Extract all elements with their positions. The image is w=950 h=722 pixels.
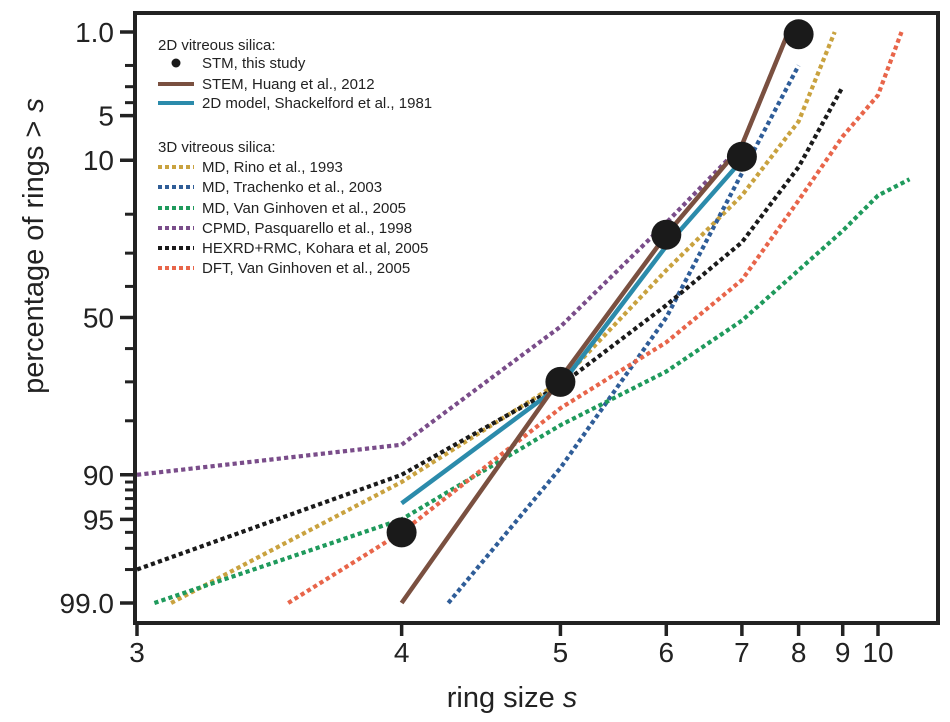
x-tick-label-9: 9: [835, 637, 851, 668]
legend-item-dft-van-ginhoven-et-al-2005: DFT, Van Ginhoven et al., 2005: [158, 260, 410, 277]
series-layer: [137, 19, 911, 605]
legend-item-stm-this-study: STM, this study: [171, 55, 306, 72]
y-axis-title-main: percentage of rings >: [18, 113, 50, 394]
legend-label-md-rino-et-al-1993: MD, Rino et al., 1993: [202, 159, 343, 176]
y-tick-label-5: 5: [98, 101, 114, 132]
legend-item-cpmd-pasquarello-et-al-1998: CPMD, Pasquarello et al., 1998: [158, 220, 412, 237]
x-tick-label-6: 6: [658, 637, 674, 668]
legend-item-hexrd-rmc-kohara-et-al-2005: HEXRD+RMC, Kohara et al, 2005: [158, 240, 428, 257]
series-line-hexrd-rmc-kohara-et-al-2005: [137, 85, 845, 572]
y-tick-label-95: 95: [83, 504, 114, 535]
series-line-dft-van-ginhoven-et-al-2005: [287, 31, 904, 605]
legend-group-3d: 3D vitreous silica:: [158, 139, 276, 156]
series-line-md-rino-et-al-1993: [170, 31, 837, 605]
y-tick-label-10: 10: [83, 145, 114, 176]
data-point-stm-this-study-4: [783, 19, 814, 50]
data-point-stm-this-study-0: [386, 517, 417, 548]
legend-item-2d-model-shackelford-et-al-1981: 2D model, Shackelford et al., 1981: [158, 95, 432, 112]
legend-label-md-trachenko-et-al-2003: MD, Trachenko et al., 2003: [202, 179, 382, 196]
x-tick-label-7: 7: [734, 637, 750, 668]
legend-entries: STM, this study STEM, Huang et al., 2012 2…: [158, 55, 432, 277]
legend-label-hexrd-rmc-kohara-et-al-2005: HEXRD+RMC, Kohara et al, 2005: [202, 240, 428, 257]
series-stm-this-study: [386, 19, 814, 548]
y-tick-label-99: 99.0: [60, 588, 115, 619]
x-tick-label-8: 8: [791, 637, 807, 668]
x-tick-label-5: 5: [553, 637, 569, 668]
legend-item-md-trachenko-et-al-2003: MD, Trachenko et al., 2003: [158, 179, 382, 196]
y-tick-label-50: 50: [83, 303, 114, 334]
legend-label-stm-this-study: STM, this study: [202, 55, 306, 72]
legend: 2D vitreous silica: 3D vitreous silica: …: [150, 28, 490, 290]
legend-group-2d: 2D vitreous silica:: [158, 37, 276, 54]
legend-label-cpmd-pasquarello-et-al-1998: CPMD, Pasquarello et al., 1998: [202, 220, 412, 237]
x-axis-title-variable: s: [563, 682, 578, 714]
legend-label-md-van-ginhoven-et-al-2005: MD, Van Ginhoven et al., 2005: [202, 200, 406, 217]
series-line-2d-model-shackelford-et-al-1981: [400, 158, 744, 506]
y-axis-title: percentage of rings > s: [18, 98, 50, 394]
plot-frame: [133, 11, 940, 625]
legend-label-stem-huang-et-al-2012: STEM, Huang et al., 2012: [202, 76, 375, 93]
data-point-stm-this-study-3: [726, 141, 757, 172]
series-line-md-van-ginhoven-et-al-2005: [153, 177, 911, 605]
legend-background: [150, 28, 490, 290]
x-tick-label-4: 4: [394, 637, 410, 668]
x-axis-title: ring size s: [447, 682, 578, 714]
data-point-stm-this-study-1: [545, 366, 576, 397]
y-tick-label-90: 90: [83, 460, 114, 491]
legend-item-md-rino-et-al-1993: MD, Rino et al., 1993: [158, 159, 343, 176]
legend-label-2d-model-shackelford-et-al-1981: 2D model, Shackelford et al., 1981: [202, 95, 432, 112]
x-tick-label-3: 3: [129, 637, 145, 668]
legend-item-md-van-ginhoven-et-al-2005: MD, Van Ginhoven et al., 2005: [158, 200, 406, 217]
y-axis-title-variable: s: [18, 98, 50, 113]
x-axis-title-main: ring size: [447, 682, 563, 714]
legend-swatch-stm-this-study: [171, 58, 181, 68]
x-tick-label-10: 10: [862, 637, 893, 668]
data-point-stm-this-study-2: [651, 219, 682, 250]
legend-item-stem-huang-et-al-2012: STEM, Huang et al., 2012: [158, 76, 375, 93]
legend-label-dft-van-ginhoven-et-al-2005: DFT, Van Ginhoven et al., 2005: [202, 260, 410, 277]
y-tick-label-1: 1.0: [75, 17, 114, 48]
series-line-md-trachenko-et-al-2003: [446, 64, 801, 605]
